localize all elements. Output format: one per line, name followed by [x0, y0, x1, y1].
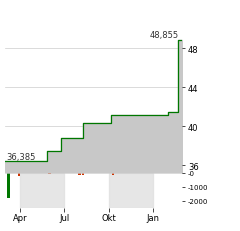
Bar — [20, 173, 64, 208]
Bar — [18, 173, 20, 176]
Bar — [48, 173, 51, 174]
Bar — [82, 173, 84, 175]
Bar — [109, 173, 153, 208]
Bar — [112, 173, 114, 175]
Bar — [7, 173, 10, 198]
Text: 36,385: 36,385 — [6, 153, 36, 162]
Bar — [78, 173, 81, 175]
Text: 48,855: 48,855 — [150, 31, 179, 40]
